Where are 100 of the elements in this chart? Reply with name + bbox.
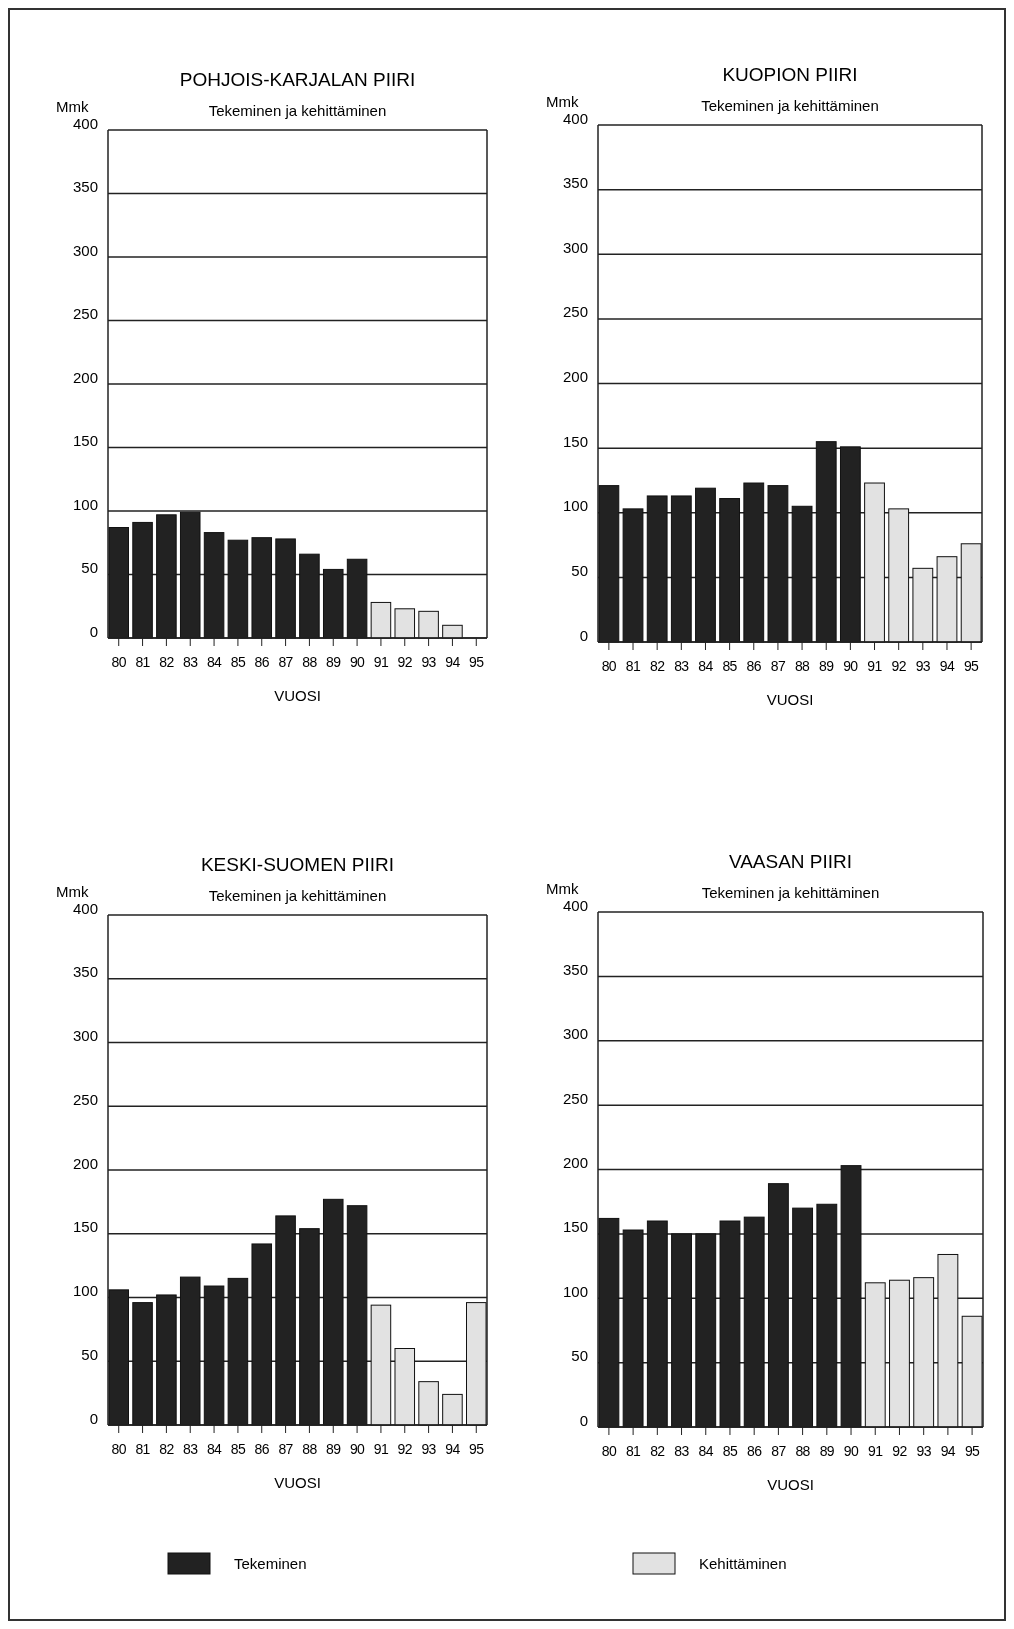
x-tick-label: 88 [302, 1441, 318, 1457]
x-tick-label: 87 [771, 1443, 787, 1459]
y-tick-label: 200 [72, 368, 98, 386]
x-tick-label: 92 [891, 658, 907, 674]
y-axis-title: Mmk [56, 883, 89, 900]
x-tick-label: 87 [278, 1441, 294, 1457]
x-tick-label: 81 [625, 658, 642, 674]
chart-title: KUOPION PIIRI [722, 64, 858, 85]
y-tick-label: 350 [562, 174, 588, 192]
x-tick-label: 88 [795, 1443, 811, 1459]
x-tick-label: 82 [649, 658, 666, 674]
y-tick-label: 250 [72, 1090, 98, 1108]
y-tick-label: 0 [89, 1409, 98, 1427]
chart-subtitle: Tekeminen ja kehittäminen [208, 887, 387, 904]
y-tick-label: 400 [72, 899, 98, 917]
y-tick-label: 300 [72, 1027, 98, 1044]
y-tick-label: 350 [72, 963, 98, 981]
x-tick-label: 88 [302, 654, 318, 670]
x-tick-label: 88 [794, 658, 811, 674]
y-tick-label: 150 [562, 1218, 588, 1236]
x-tick-label: 93 [916, 1443, 932, 1459]
x-tick-label: 87 [278, 654, 294, 670]
y-tick-label: 100 [562, 497, 588, 515]
chart-title: KESKI-SUOMEN PIIRI [200, 854, 395, 875]
x-tick-label: 80 [601, 658, 617, 674]
legend-label: Tekeminen [234, 1555, 307, 1572]
chart-subtitle: Tekeminen ja kehittäminen [701, 97, 879, 114]
y-tick-label: 400 [72, 114, 98, 132]
x-axis-title: VUOSI [766, 691, 814, 708]
x-tick-label: 93 [421, 654, 437, 670]
y-tick-label: 350 [72, 178, 98, 195]
x-tick-label: 95 [469, 1441, 485, 1457]
y-tick-label: 0 [579, 626, 588, 644]
x-tick-label: 83 [674, 1443, 690, 1459]
chart-subtitle: Tekeminen ja kehittäminen [208, 102, 387, 119]
y-tick-label: 300 [562, 238, 588, 256]
y-tick-label: 300 [72, 241, 98, 259]
x-axis-title: VUOSI [274, 687, 321, 704]
y-tick-label: 0 [579, 1411, 588, 1429]
y-tick-label: 150 [72, 1218, 98, 1236]
y-tick-label: 100 [72, 1282, 98, 1299]
x-tick-label: 91 [373, 654, 389, 670]
x-tick-label: 91 [868, 1443, 884, 1459]
x-axis-title: VUOSI [767, 1476, 814, 1493]
x-tick-label: 90 [843, 658, 859, 674]
x-tick-label: 95 [469, 654, 485, 670]
x-tick-label: 95 [963, 658, 980, 674]
y-tick-label: 50 [81, 1345, 98, 1363]
y-tick-label: 300 [562, 1025, 588, 1043]
x-tick-label: 89 [326, 654, 342, 670]
y-tick-label: 0 [89, 622, 98, 640]
y-tick-label: 50 [81, 559, 98, 576]
x-tick-label: 85 [722, 1443, 738, 1459]
legend-label: Kehittäminen [699, 1555, 787, 1572]
x-tick-label: 83 [674, 658, 690, 674]
x-tick-label: 93 [421, 1441, 437, 1457]
y-tick-label: 250 [562, 1089, 588, 1107]
x-tick-label: 92 [397, 1441, 413, 1457]
x-tick-label: 92 [892, 1443, 908, 1459]
x-tick-label: 86 [254, 1441, 270, 1457]
x-tick-label: 90 [349, 1441, 366, 1457]
chart-subtitle: Tekeminen ja kehittäminen [701, 884, 880, 901]
x-tick-label: 85 [722, 658, 738, 674]
x-tick-label: 89 [819, 1443, 835, 1459]
x-tick-label: 94 [939, 658, 955, 674]
x-tick-label: 91 [867, 658, 883, 674]
x-tick-label: 85 [230, 1441, 246, 1457]
x-tick-label: 82 [650, 1443, 666, 1459]
x-tick-label: 84 [206, 654, 223, 670]
x-tick-label: 92 [397, 654, 413, 670]
x-tick-label: 90 [349, 654, 366, 670]
y-axis-title: Mmk [546, 93, 579, 110]
x-tick-label: 80 [111, 1441, 127, 1457]
y-tick-label: 100 [562, 1282, 588, 1300]
x-tick-label: 94 [940, 1443, 956, 1459]
y-tick-label: 150 [562, 432, 588, 450]
y-tick-label: 400 [562, 896, 588, 914]
x-tick-label: 81 [625, 1443, 642, 1459]
y-tick-label: 400 [562, 109, 588, 127]
x-tick-label: 81 [135, 654, 151, 670]
y-axis-title: Mmk [56, 98, 89, 115]
x-tick-label: 81 [135, 1441, 151, 1457]
x-tick-label: 83 [183, 1441, 199, 1457]
y-tick-label: 150 [72, 432, 98, 449]
x-tick-label: 93 [915, 658, 931, 674]
y-tick-label: 200 [562, 368, 588, 385]
y-tick-label: 50 [571, 1347, 588, 1365]
x-tick-label: 86 [746, 658, 762, 674]
x-tick-label: 86 [746, 1443, 763, 1459]
x-tick-label: 89 [819, 658, 835, 674]
y-tick-label: 350 [562, 960, 588, 978]
x-tick-label: 80 [111, 654, 127, 670]
x-tick-label: 82 [159, 654, 175, 670]
chart-title: VAASAN PIIRI [728, 851, 853, 872]
x-tick-label: 82 [159, 1441, 175, 1457]
y-tick-label: 100 [72, 495, 98, 513]
y-axis-title: Mmk [546, 880, 579, 897]
x-axis-title: VUOSI [274, 1474, 321, 1491]
x-tick-label: 91 [373, 1441, 389, 1457]
x-tick-label: 95 [964, 1443, 981, 1459]
